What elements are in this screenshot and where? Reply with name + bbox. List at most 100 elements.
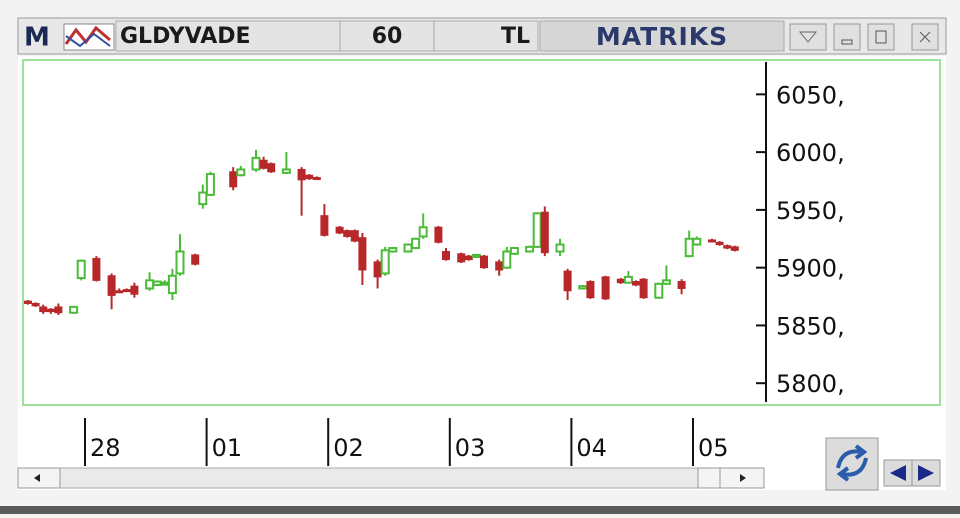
period: 60: [372, 24, 403, 49]
candle-body: [115, 290, 124, 294]
candle-body: [281, 168, 291, 174]
x-tick-label: 03: [455, 434, 486, 462]
y-tick-label: 6000,: [776, 139, 845, 167]
candle-body: [684, 237, 694, 258]
plot-frame: [22, 59, 941, 406]
brand-box: [539, 20, 785, 52]
candle-body: [502, 250, 512, 269]
candle-body: [380, 249, 390, 275]
scrollbar[interactable]: [17, 467, 765, 489]
candle-body: [708, 239, 716, 243]
candle-body: [54, 306, 63, 314]
candle-body: [335, 226, 344, 234]
candle-body: [107, 275, 116, 296]
candle-body: [46, 308, 55, 313]
candle-body: [76, 259, 86, 280]
chart-icon: [63, 23, 115, 51]
candle-body: [616, 278, 625, 284]
currency: TL: [501, 24, 530, 49]
candle-body: [191, 254, 200, 265]
candle-body: [661, 279, 671, 285]
candle-body: [418, 226, 428, 238]
candle-body: [373, 261, 382, 278]
dropdown-button[interactable]: [789, 23, 827, 51]
x-tick-label: 05: [698, 434, 729, 462]
candle-body: [457, 253, 466, 263]
candle-body: [343, 230, 352, 237]
refresh-button[interactable]: [825, 437, 879, 491]
candle-body: [525, 245, 535, 253]
bottom-border: [0, 506, 960, 514]
candle-body: [495, 261, 504, 271]
candle-body: [130, 285, 139, 295]
candle-body: [350, 230, 359, 242]
candle-body: [358, 237, 367, 271]
candle-body: [601, 276, 610, 300]
scroll-thumb[interactable]: [697, 467, 721, 489]
candle-body: [251, 156, 261, 171]
brand: MATRIKS: [596, 22, 728, 51]
candle-body: [167, 274, 177, 295]
candle-body: [92, 257, 101, 281]
y-tick-label: 5900,: [776, 255, 845, 283]
candle-body: [586, 281, 595, 299]
close-button[interactable]: [911, 23, 939, 51]
candle-body: [160, 281, 170, 286]
candle-body: [152, 280, 162, 286]
x-tick-label: 28: [90, 434, 121, 462]
y-tick-label: 6050,: [776, 81, 845, 109]
candle-body: [388, 247, 398, 253]
candle-body: [563, 270, 572, 292]
candle-body: [229, 171, 238, 188]
candle-body: [442, 250, 450, 261]
minimize-button[interactable]: [833, 23, 861, 51]
candle-body: [540, 211, 549, 254]
candle-body: [198, 191, 208, 206]
symbol-box: [115, 20, 341, 52]
candle-body: [297, 168, 306, 181]
candle-body: [312, 177, 321, 181]
candle-body: [578, 285, 588, 290]
candle-body: [320, 215, 329, 236]
candle-body: [715, 241, 724, 246]
y-tick-label: 5950,: [776, 197, 845, 225]
logo: M: [24, 23, 50, 53]
symbol: GLDYVADE: [120, 24, 251, 49]
candle-body: [632, 281, 640, 286]
candle-body: [532, 212, 542, 248]
candle-body: [175, 250, 185, 275]
candle-body: [464, 255, 473, 261]
candle-body: [471, 253, 481, 258]
candle-body: [145, 279, 155, 290]
candle-body: [411, 237, 421, 250]
candle-body: [205, 173, 215, 196]
candle-body: [259, 159, 268, 169]
x-tick-label: 01: [212, 434, 243, 462]
candle-body: [730, 246, 739, 251]
candle-body: [434, 226, 443, 243]
candle-body: [623, 275, 633, 284]
maximize-button[interactable]: [867, 23, 895, 51]
candle-body: [31, 302, 40, 307]
candle-body: [39, 306, 48, 313]
candle-body: [122, 289, 131, 293]
candle-body: [723, 245, 732, 249]
candle-body: [236, 168, 246, 177]
x-tick-label: 02: [333, 434, 364, 462]
candle-body: [639, 278, 648, 299]
candle-body: [555, 243, 565, 253]
candle-body: [509, 247, 519, 255]
candle-body: [305, 174, 314, 180]
candle-body: [654, 282, 664, 299]
candle-body: [267, 163, 276, 173]
candle-body: [677, 281, 686, 289]
candle-body: [480, 255, 488, 269]
candle-body: [403, 243, 413, 253]
currency-box: [433, 20, 539, 52]
x-tick-label: 04: [576, 434, 607, 462]
candle-body: [692, 237, 702, 246]
y-tick-label: 5800,: [776, 370, 845, 398]
candle-body: [69, 305, 79, 314]
